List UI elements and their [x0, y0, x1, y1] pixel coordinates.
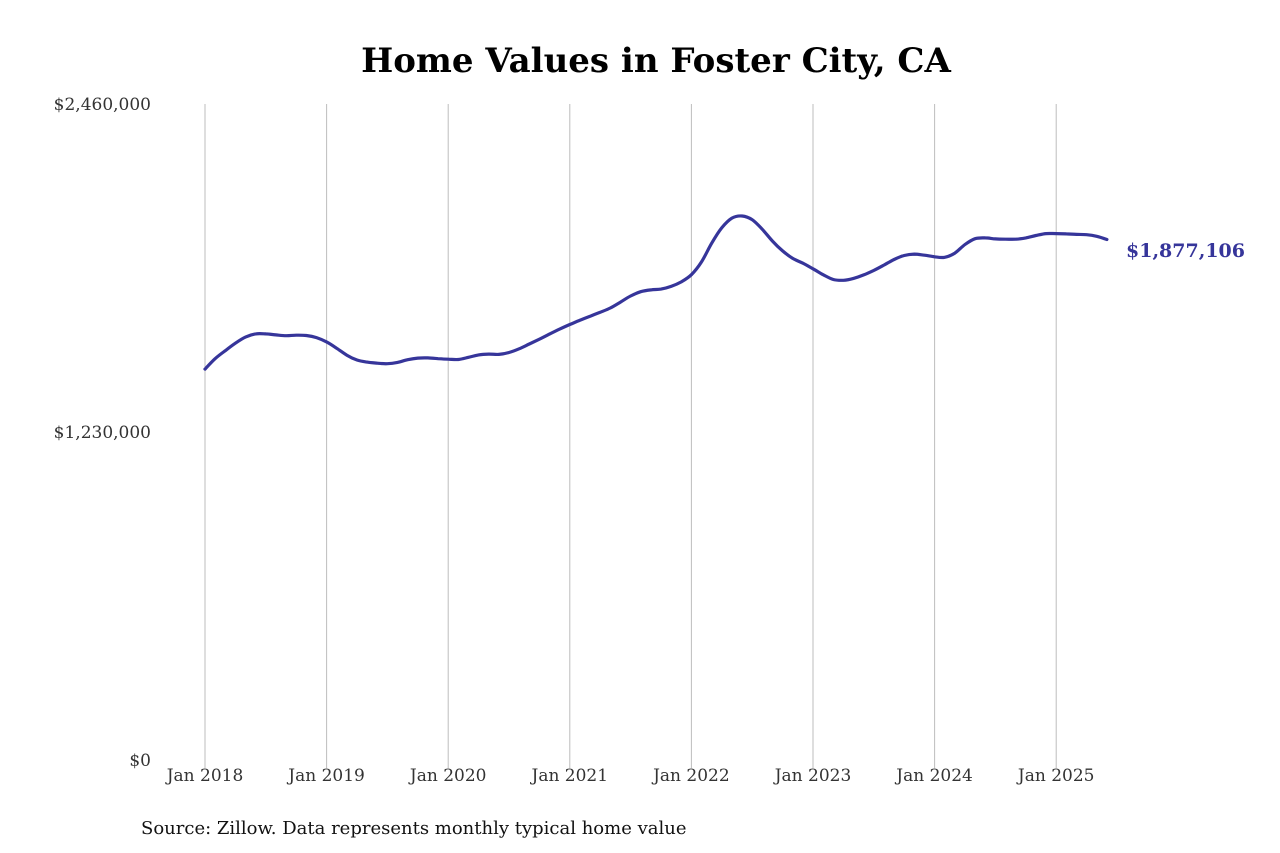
y-tick-label: $1,230,000	[54, 423, 151, 443]
x-tick-label: Jan 2025	[1016, 766, 1095, 786]
series-line-1	[203, 214, 1109, 371]
x-tick-label: Jan 2018	[165, 766, 244, 786]
series-layer	[203, 214, 1109, 371]
x-axis-tick-labels: Jan 2018 Jan 2019 Jan 2020 Jan 2021 Jan 2022…	[165, 766, 1095, 786]
y-axis-tick-labels: $0 $1,230,000 $2,460,000	[54, 95, 151, 771]
x-tick-label: Jan 2021	[530, 766, 609, 786]
x-tick-label: Jan 2019	[286, 766, 365, 786]
chart-title: Home Values in Foster City, CA	[361, 41, 951, 81]
x-tick-label: Jan 2022	[651, 766, 730, 786]
y-tick-label: $2,460,000	[54, 95, 151, 115]
x-tick-label: Jan 2023	[773, 766, 852, 786]
last-value-label: $1,877,106	[1126, 240, 1245, 262]
x-tick-label: Jan 2024	[894, 766, 973, 786]
gridlines	[204, 104, 1057, 768]
x-tick-label: Jan 2020	[408, 766, 487, 786]
y-tick-label: $0	[129, 751, 151, 771]
source-note: Source: Zillow. Data represents monthly …	[141, 818, 687, 839]
